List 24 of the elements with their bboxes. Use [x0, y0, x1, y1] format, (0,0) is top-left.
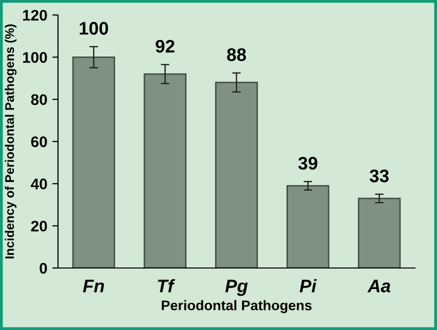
x-axis-title: Periodontal Pathogens: [162, 300, 312, 314]
y-tick-label: 120: [23, 10, 47, 21]
y-axis-title: Incidency of Periodontal Pathogens (%): [4, 24, 17, 258]
y-tick-label: 80: [31, 94, 47, 106]
y-tick-label: 100: [23, 52, 47, 63]
y-tick-label: 60: [31, 136, 47, 148]
bar: [72, 56, 116, 268]
y-tick-label: 20: [31, 220, 47, 232]
data-label: 33: [370, 170, 389, 182]
data-label: 92: [156, 40, 174, 53]
y-tick-label: 40: [30, 178, 47, 190]
data-label: 100: [80, 22, 108, 35]
bar: [215, 82, 258, 268]
x-tick-label: Pi: [300, 279, 317, 292]
data-label: 88: [227, 48, 246, 62]
x-tick-label: Fn: [82, 280, 104, 292]
data-label: 39: [298, 156, 318, 170]
x-tick-label: Aa: [367, 280, 390, 292]
x-tick-label: Tf: [158, 279, 176, 292]
bar: [144, 73, 186, 268]
bar: [286, 185, 330, 268]
y-tick-label: 0: [40, 262, 47, 274]
bar: [358, 198, 401, 268]
x-tick-label: Pg: [225, 280, 248, 296]
